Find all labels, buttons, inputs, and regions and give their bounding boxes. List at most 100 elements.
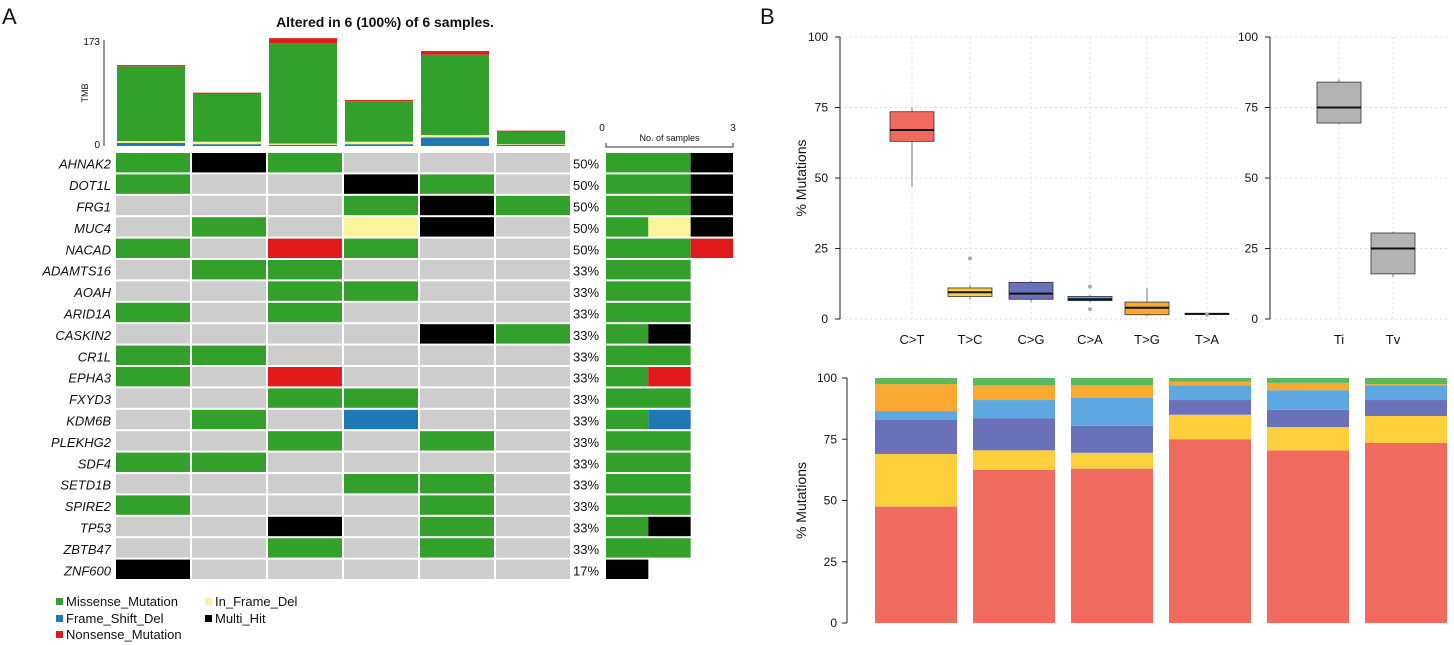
- matrix-cell: [496, 174, 570, 194]
- matrix-cell: [192, 474, 266, 494]
- panel-label-b: B: [760, 4, 775, 29]
- matrix-cell: [496, 281, 570, 301]
- stacked-segment: [1267, 450, 1349, 623]
- matrix-cell: [344, 281, 418, 301]
- gene-label: EPHA3: [68, 371, 111, 386]
- matrix-cell: [192, 324, 266, 344]
- matrix-cell: [116, 516, 190, 537]
- stacked-segment: [875, 411, 957, 420]
- side-bar-H: [690, 174, 733, 194]
- matrix-cell: [192, 452, 266, 472]
- stacked-segment: [973, 385, 1055, 401]
- tmb-bar-frameshift: [193, 144, 261, 146]
- stacked-segment: [973, 400, 1055, 419]
- gene-label: CASKIN2: [55, 328, 111, 343]
- matrix-cell: [192, 238, 266, 258]
- matrix-cell: [116, 345, 190, 365]
- matrix-cell: [268, 153, 342, 173]
- y-tick-label: 50: [1245, 171, 1259, 185]
- matrix-cell: [116, 153, 190, 173]
- tmb-bar-frameshift: [421, 137, 489, 146]
- gene-label: SPIRE2: [65, 499, 112, 514]
- gene-label: CR1L: [78, 349, 111, 364]
- side-bar-M: [606, 174, 691, 194]
- stacked-segment: [1267, 409, 1349, 427]
- tmb-bar-missense: [345, 101, 413, 142]
- gene-label: TP53: [80, 521, 112, 536]
- tmb-bar-nonsense: [193, 92, 261, 94]
- x-tick-label: C>T: [900, 332, 925, 347]
- matrix-cell: [420, 388, 494, 408]
- percent-label: 50%: [573, 157, 599, 172]
- percent-label: 33%: [573, 521, 599, 536]
- stacked-segment: [1365, 385, 1447, 401]
- y-tick-label: 0: [1251, 312, 1258, 326]
- percent-label: 33%: [573, 414, 599, 429]
- tmb-bar-nonsense: [269, 38, 337, 44]
- matrix-cell: [344, 474, 418, 494]
- matrix-cell: [116, 409, 190, 430]
- gene-label: ZNF600: [63, 563, 112, 578]
- y-tick-label: 25: [824, 555, 838, 569]
- matrix-cell: [344, 153, 418, 173]
- matrix-cell: [116, 195, 190, 216]
- matrix-cell: [420, 538, 494, 558]
- percent-label: 33%: [573, 371, 599, 386]
- y-tick-label: 0: [830, 616, 837, 630]
- matrix-cell: [192, 153, 266, 173]
- matrix-cell: [116, 324, 190, 344]
- matrix-cell: [420, 559, 494, 579]
- tmb-bar-nonsense: [421, 51, 489, 55]
- matrix-cell: [268, 174, 342, 194]
- y-tick-label: 25: [815, 242, 829, 256]
- side-axis: [605, 143, 734, 148]
- matrix-cell: [420, 431, 494, 451]
- matrix-cell: [496, 195, 570, 216]
- matrix-cell: [420, 324, 494, 344]
- matrix-cell: [192, 367, 266, 387]
- stacked-segment: [1169, 414, 1251, 440]
- titv-boxplot: 0 25 50 75 100 Ti Tv: [1238, 30, 1450, 347]
- matrix-cell: [116, 474, 190, 494]
- matrix-cell: [496, 431, 570, 451]
- side-bar-N: [648, 367, 691, 387]
- matrix-cell: [496, 260, 570, 280]
- matrix-cell: [192, 516, 266, 537]
- matrix-cell: [420, 174, 494, 194]
- legend-swatch: [205, 598, 212, 605]
- side-bar-M: [606, 195, 691, 216]
- box-body: [889, 111, 935, 142]
- box-body: [1008, 281, 1054, 300]
- matrix-cell: [420, 238, 494, 258]
- side-bar-M: [606, 153, 691, 173]
- matrix-cell: [192, 174, 266, 194]
- stacked-segment: [1365, 400, 1447, 416]
- tmb-bar-missense: [497, 131, 565, 145]
- matrix-cell: [344, 388, 418, 408]
- matrix-cell: [496, 217, 570, 237]
- stacked-segment: [1071, 397, 1153, 426]
- stacked-segment: [1169, 439, 1251, 623]
- side-bar-F: [648, 409, 691, 430]
- matrix-cell: [420, 260, 494, 280]
- stacked-segment: [1267, 378, 1349, 383]
- matrix-cell: [344, 302, 418, 323]
- stacked-segment: [1365, 442, 1447, 623]
- matrix-cell: [268, 367, 342, 387]
- side-axis-label: No. of samples: [639, 133, 700, 143]
- matrix-cell: [268, 409, 342, 430]
- matrix-cell: [192, 217, 266, 237]
- panel-label-a: A: [2, 4, 17, 29]
- y-tick-label: 75: [824, 432, 838, 446]
- tmb-bar-inframe: [269, 143, 337, 145]
- gene-label: ARID1A: [63, 307, 111, 322]
- matrix-cell: [496, 153, 570, 173]
- matrix-cell: [192, 345, 266, 365]
- oncoplot: Altered in 6 (100%) of 6 samples. 173 0 TMB…: [41, 14, 736, 642]
- box-outlier: [1088, 307, 1092, 312]
- side-bar-M: [606, 260, 691, 280]
- tmb-bar-inframe: [497, 144, 565, 145]
- tmb-bar-inframe: [193, 141, 261, 145]
- matrix-cell: [344, 345, 418, 365]
- matrix-cell: [420, 474, 494, 494]
